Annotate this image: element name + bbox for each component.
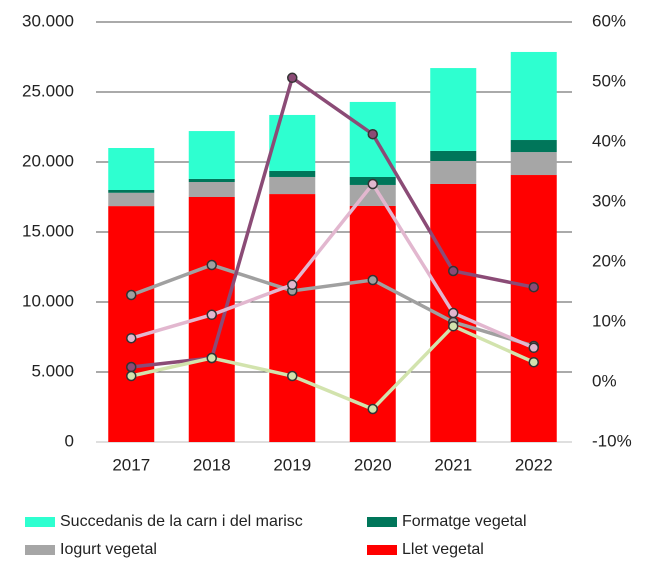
bar-segment <box>510 51 557 141</box>
line <box>130 324 535 412</box>
y2-tick-label: 0% <box>592 371 617 390</box>
bar-segment <box>349 101 396 177</box>
y-tick-label: 5.000 <box>31 361 74 380</box>
plot-area: 0 5.000 10.000 15.000 20.000 25.000 30.000 -10%… <box>22 11 632 474</box>
legend-label: Formatge vegetal <box>402 513 527 530</box>
legend-swatch <box>367 517 397 527</box>
line-marker <box>448 307 459 319</box>
bar-segment <box>188 182 235 197</box>
y2-tick-label: 40% <box>592 131 626 150</box>
line-marker <box>287 279 298 291</box>
line-marker <box>126 289 137 301</box>
y2-tick-label: 50% <box>592 71 626 90</box>
bar-segment <box>108 190 155 193</box>
line-marker <box>206 309 217 321</box>
bar-segment <box>188 178 235 183</box>
legend-swatch <box>25 517 55 527</box>
bar-segment <box>269 114 316 171</box>
line-marker <box>206 259 217 271</box>
bar-segment <box>430 150 477 162</box>
line-marker <box>448 265 459 277</box>
line-marker <box>367 178 378 190</box>
legend-label: Llet vegetal <box>402 541 484 558</box>
line-marker <box>126 370 137 382</box>
legend: Succedanis de la carn i del marisc Format… <box>25 513 527 558</box>
line-marker <box>126 332 137 344</box>
bar-segment <box>430 161 477 184</box>
bar-segment <box>510 152 557 176</box>
x-tick-label: 2018 <box>193 455 231 474</box>
bar-segment <box>269 170 316 177</box>
bar-segment <box>108 148 155 190</box>
x-tick-label: 2019 <box>273 455 311 474</box>
line-marker <box>528 356 539 368</box>
x-tick-label: 2020 <box>354 455 392 474</box>
line-marker <box>287 370 298 382</box>
bar-segment <box>510 175 557 442</box>
line-marker <box>126 361 137 373</box>
x-tick-label: 2022 <box>515 455 553 474</box>
legend-label: Succedanis de la carn i del marisc <box>60 513 303 530</box>
line-marker <box>206 352 217 364</box>
y-tick-label: 30.000 <box>22 11 74 30</box>
bar-segment <box>188 131 235 179</box>
line-marker <box>528 281 539 293</box>
y2-tick-label: 10% <box>592 311 626 330</box>
line-marker <box>528 342 539 354</box>
y-tick-label: 10.000 <box>22 291 74 310</box>
bar-segment <box>430 68 477 151</box>
y-tick-label: 20.000 <box>22 151 74 170</box>
line-marker <box>367 274 378 286</box>
bar-segment <box>510 140 557 153</box>
legend-swatch <box>25 545 55 555</box>
line <box>130 180 535 350</box>
line-marker <box>367 128 378 140</box>
line-marker <box>448 320 459 332</box>
y2-tick-label: 30% <box>592 191 626 210</box>
y-tick-label: 25.000 <box>22 81 74 100</box>
line-marker <box>367 403 378 415</box>
legend-swatch <box>367 545 397 555</box>
y-tick-label: 0 <box>65 431 74 450</box>
bar-segment <box>269 176 316 195</box>
legend-label: Iogurt vegetal <box>60 541 157 558</box>
y-tick-label: 15.000 <box>22 221 74 240</box>
x-tick-label: 2021 <box>434 455 472 474</box>
bar-segment <box>108 206 155 442</box>
x-tick-label: 2017 <box>112 455 150 474</box>
line <box>130 263 535 348</box>
line-marker <box>287 72 298 84</box>
y2-tick-label: 20% <box>592 251 626 270</box>
bar-segment <box>108 192 155 207</box>
y2-tick-label: 60% <box>592 11 626 30</box>
bar-segment <box>269 194 316 442</box>
y2-tick-label: -10% <box>592 431 632 450</box>
